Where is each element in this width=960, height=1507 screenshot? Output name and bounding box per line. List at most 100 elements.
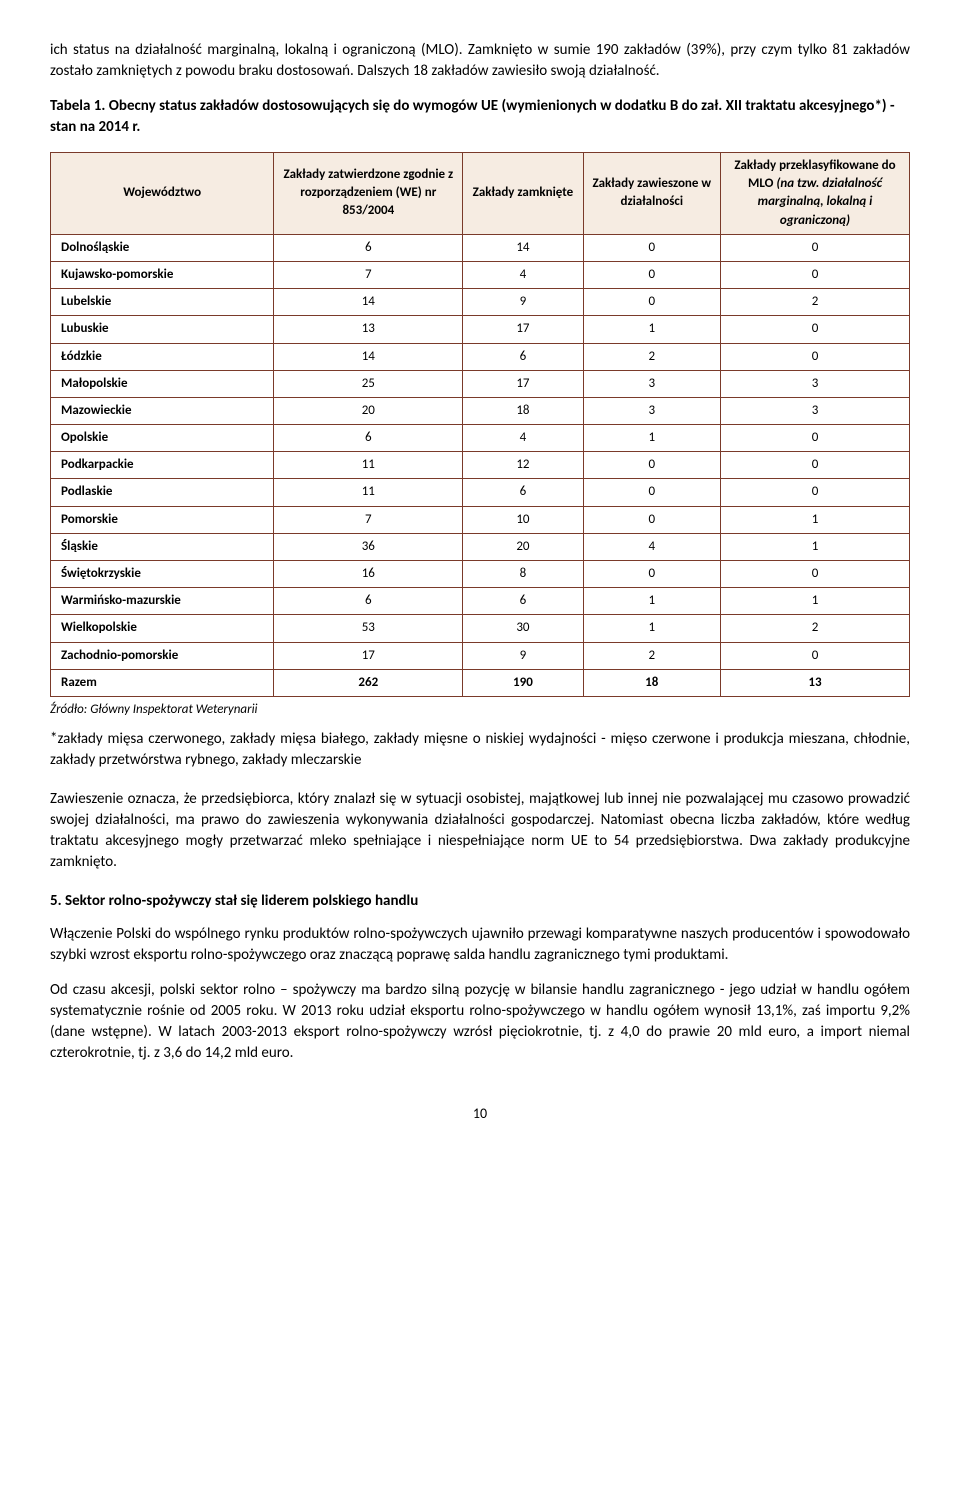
cell-closed: 4 <box>463 261 583 288</box>
cell-closed: 6 <box>463 343 583 370</box>
cell-approved: 6 <box>274 425 463 452</box>
cell-mlo: 0 <box>720 316 909 343</box>
cell-closed: 8 <box>463 561 583 588</box>
table-row: Zachodnio-pomorskie17920 <box>51 642 910 669</box>
paragraph-wlaczenie: Włączenie Polski do wspólnego rynku prod… <box>50 924 910 966</box>
cell-suspended: 1 <box>583 588 720 615</box>
cell-mlo: 1 <box>720 588 909 615</box>
table-total-row: Razem2621901813 <box>51 669 910 696</box>
table-row: Warmińsko-mazurskie6611 <box>51 588 910 615</box>
cell-name: Dolnośląskie <box>51 234 274 261</box>
cell-name: Śląskie <box>51 533 274 560</box>
cell-approved: 36 <box>274 533 463 560</box>
cell-approved: 53 <box>274 615 463 642</box>
cell-suspended: 2 <box>583 642 720 669</box>
cell-suspended: 1 <box>583 316 720 343</box>
table-header-row: Województwo Zakłady zatwierdzone zgodnie… <box>51 153 910 235</box>
cell-mlo: 1 <box>720 506 909 533</box>
cell-name: Razem <box>51 669 274 696</box>
cell-suspended: 1 <box>583 615 720 642</box>
cell-name: Małopolskie <box>51 370 274 397</box>
cell-closed: 190 <box>463 669 583 696</box>
cell-closed: 6 <box>463 479 583 506</box>
cell-mlo: 0 <box>720 261 909 288</box>
cell-closed: 12 <box>463 452 583 479</box>
col-header-mlo: Zakłady przeklasyfikowane do MLO (na tzw… <box>720 153 909 235</box>
cell-mlo: 13 <box>720 669 909 696</box>
table-row: Świętokrzyskie16800 <box>51 561 910 588</box>
cell-name: Opolskie <box>51 425 274 452</box>
cell-closed: 9 <box>463 642 583 669</box>
cell-approved: 25 <box>274 370 463 397</box>
cell-name: Pomorskie <box>51 506 274 533</box>
cell-suspended: 0 <box>583 452 720 479</box>
cell-name: Łódzkie <box>51 343 274 370</box>
table-row: Podkarpackie111200 <box>51 452 910 479</box>
cell-name: Świętokrzyskie <box>51 561 274 588</box>
cell-name: Podkarpackie <box>51 452 274 479</box>
cell-approved: 11 <box>274 452 463 479</box>
cell-name: Wielkopolskie <box>51 615 274 642</box>
page-number: 10 <box>50 1104 910 1124</box>
cell-closed: 6 <box>463 588 583 615</box>
col-header-wojewodztwo: Województwo <box>51 153 274 235</box>
cell-approved: 262 <box>274 669 463 696</box>
cell-suspended: 0 <box>583 289 720 316</box>
cell-closed: 18 <box>463 397 583 424</box>
cell-mlo: 0 <box>720 425 909 452</box>
paragraph-zawieszenie: Zawieszenie oznacza, że przedsiębiorca, … <box>50 789 910 873</box>
cell-mlo: 3 <box>720 370 909 397</box>
status-table: Województwo Zakłady zatwierdzone zgodnie… <box>50 152 910 697</box>
cell-mlo: 0 <box>720 234 909 261</box>
cell-suspended: 3 <box>583 370 720 397</box>
table-row: Małopolskie251733 <box>51 370 910 397</box>
cell-approved: 13 <box>274 316 463 343</box>
table-row: Lubuskie131710 <box>51 316 910 343</box>
table-row: Łódzkie14620 <box>51 343 910 370</box>
cell-closed: 17 <box>463 370 583 397</box>
cell-name: Zachodnio-pomorskie <box>51 642 274 669</box>
cell-approved: 17 <box>274 642 463 669</box>
cell-name: Kujawsko-pomorskie <box>51 261 274 288</box>
table-row: Kujawsko-pomorskie7400 <box>51 261 910 288</box>
cell-name: Podlaskie <box>51 479 274 506</box>
cell-approved: 14 <box>274 343 463 370</box>
cell-approved: 6 <box>274 234 463 261</box>
cell-mlo: 2 <box>720 615 909 642</box>
cell-suspended: 4 <box>583 533 720 560</box>
cell-suspended: 0 <box>583 261 720 288</box>
cell-name: Mazowieckie <box>51 397 274 424</box>
table-row: Wielkopolskie533012 <box>51 615 910 642</box>
cell-mlo: 0 <box>720 561 909 588</box>
cell-mlo: 1 <box>720 533 909 560</box>
cell-mlo: 2 <box>720 289 909 316</box>
section-heading-5: 5. Sektor rolno-spożywczy stał się lider… <box>50 891 910 912</box>
table-source: Źródło: Główny Inspektorat Weterynarii <box>50 701 910 719</box>
cell-closed: 30 <box>463 615 583 642</box>
cell-closed: 17 <box>463 316 583 343</box>
cell-approved: 11 <box>274 479 463 506</box>
cell-name: Lubelskie <box>51 289 274 316</box>
cell-approved: 20 <box>274 397 463 424</box>
table-row: Mazowieckie201833 <box>51 397 910 424</box>
cell-suspended: 0 <box>583 506 720 533</box>
table-row: Opolskie6410 <box>51 425 910 452</box>
cell-closed: 10 <box>463 506 583 533</box>
table-row: Śląskie362041 <box>51 533 910 560</box>
cell-closed: 20 <box>463 533 583 560</box>
cell-suspended: 0 <box>583 234 720 261</box>
cell-closed: 9 <box>463 289 583 316</box>
cell-suspended: 0 <box>583 479 720 506</box>
cell-suspended: 1 <box>583 425 720 452</box>
table-footnote: *zakłady mięsa czerwonego, zakłady mięsa… <box>50 729 910 771</box>
cell-suspended: 2 <box>583 343 720 370</box>
cell-approved: 7 <box>274 506 463 533</box>
table-row: Dolnośląskie61400 <box>51 234 910 261</box>
table-caption: Tabela 1. Obecny status zakładów dostoso… <box>50 96 910 138</box>
cell-approved: 7 <box>274 261 463 288</box>
cell-suspended: 3 <box>583 397 720 424</box>
cell-closed: 14 <box>463 234 583 261</box>
col-header-zamkniete: Zakłady zamknięte <box>463 153 583 235</box>
cell-mlo: 0 <box>720 479 909 506</box>
cell-mlo: 0 <box>720 642 909 669</box>
